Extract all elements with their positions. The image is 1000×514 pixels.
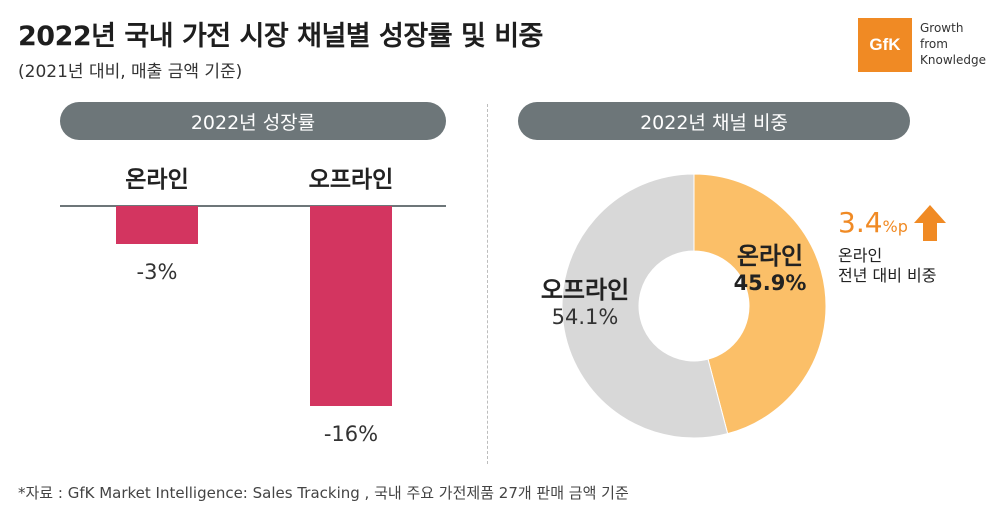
change-number: 3.4 xyxy=(838,206,883,239)
gfk-logo: GfK xyxy=(858,18,912,72)
share-change-value: 3.4%p xyxy=(838,206,908,239)
bar-category-label: 온라인 xyxy=(125,167,189,193)
tagline-line: from xyxy=(920,37,948,51)
bar-value-label: -16% xyxy=(323,422,379,446)
bar-category-label: 오프라인 xyxy=(308,167,394,193)
zero-baseline xyxy=(60,205,446,207)
page-subtitle: (2021년 대비, 매출 금액 기준) xyxy=(18,62,243,82)
bar-value-label: -3% xyxy=(136,259,178,284)
share-chart-title: 2022년 채널 비중 xyxy=(518,102,910,140)
tagline-line: Knowledge xyxy=(920,53,986,67)
source-note: *자료 : GfK Market Intelligence: Sales Tra… xyxy=(18,484,629,502)
page-title: 2022년 국내 가전 시장 채널별 성장률 및 비중 xyxy=(18,21,543,52)
share-change-note: 온라인 전년 대비 비중 xyxy=(838,246,937,286)
arrow-up-icon xyxy=(914,205,946,241)
donut-slice xyxy=(693,173,827,435)
panel-divider xyxy=(487,104,488,464)
bar xyxy=(116,206,198,244)
donut-slice xyxy=(561,173,729,439)
slice-name: 온라인 xyxy=(736,242,804,270)
tagline-line: Growth xyxy=(920,21,964,35)
note-line: 전년 대비 비중 xyxy=(838,266,937,285)
change-unit: %p xyxy=(882,217,908,236)
offline-slice-label: 오프라인 54.1% xyxy=(505,270,665,329)
slice-value: 54.1% xyxy=(551,305,619,329)
online-slice-label: 온라인 45.9% xyxy=(690,236,850,295)
slice-value: 45.9% xyxy=(733,271,807,295)
note-line: 온라인 xyxy=(838,246,883,265)
logo-tagline: Growth from Knowledge xyxy=(920,20,986,68)
slice-name: 오프라인 xyxy=(540,276,630,304)
bar xyxy=(310,206,392,406)
growth-chart-title: 2022년 성장률 xyxy=(60,102,446,140)
